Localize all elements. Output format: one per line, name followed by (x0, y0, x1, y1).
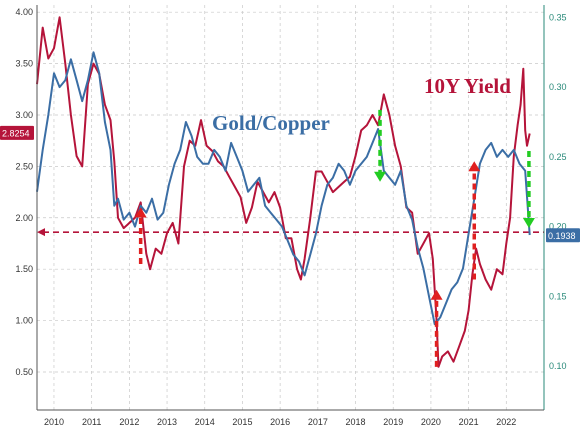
x-tick-label: 2011 (82, 417, 101, 427)
y-right-tick-label: 0.35 (549, 12, 567, 22)
gold-copper-last-value-badge (546, 228, 580, 243)
up-arrow-head (430, 289, 443, 300)
y-left-tick-label: 1.50 (15, 264, 33, 274)
grid (37, 5, 544, 410)
x-tick-label: 2010 (44, 417, 64, 427)
yield-last-value-badge (0, 125, 34, 140)
up-arrow-head (134, 207, 147, 218)
x-tick-label: 2021 (459, 417, 479, 427)
series-group (36, 16, 531, 368)
marker-group (134, 109, 535, 367)
x-tick-label: 2017 (308, 417, 328, 427)
y-left-tick-label: 3.50 (15, 59, 33, 69)
gold-copper-series-line (36, 51, 531, 326)
y-left-tick-label: 1.00 (15, 316, 33, 326)
x-tick-label: 2016 (270, 417, 290, 427)
y-right-tick-label: 0.25 (549, 152, 567, 162)
yield-series-line (36, 16, 531, 368)
x-tick-label: 2015 (232, 417, 252, 427)
y-left-tick-label: 2.00 (15, 213, 33, 223)
gold-copper-last-value-label: 0.1938 (548, 231, 576, 241)
y-left-tick-label: 3.00 (15, 110, 33, 120)
y-right-tick-label: 0.15 (549, 291, 567, 301)
x-tick-label: 2018 (346, 417, 366, 427)
x-tick-label: 2022 (496, 417, 516, 427)
gold-copper-annotation: Gold/Copper (212, 111, 330, 135)
y-right-tick-label: 0.20 (549, 222, 567, 232)
x-tick-label: 2019 (383, 417, 403, 427)
down-arrow-head (374, 171, 387, 182)
x-tick-label: 2014 (195, 417, 215, 427)
y-left-tick-label: 2.50 (15, 161, 33, 171)
reference-line-group (37, 228, 544, 237)
x-tick-label: 2012 (119, 417, 139, 427)
reference-arrowhead (37, 228, 45, 237)
down-arrow-head (522, 218, 535, 229)
y-left-tick-label: 4.00 (15, 7, 33, 17)
x-tick-label: 2020 (421, 417, 441, 427)
y-right-tick-label: 0.30 (549, 82, 567, 92)
up-arrow-head (468, 161, 481, 172)
yield-last-value-label: 2.8254 (2, 128, 30, 138)
y-left-tick-label: 0.50 (15, 367, 33, 377)
axes-group: 0.50 1.00 1.50 2.00 2.50 3.00 3.50 4.00 0.10 0.15… (0, 5, 580, 427)
y-right-tick-label: 0.10 (549, 361, 567, 371)
yield-annotation: 10Y Yield (424, 74, 511, 98)
x-tick-label: 2013 (157, 417, 177, 427)
